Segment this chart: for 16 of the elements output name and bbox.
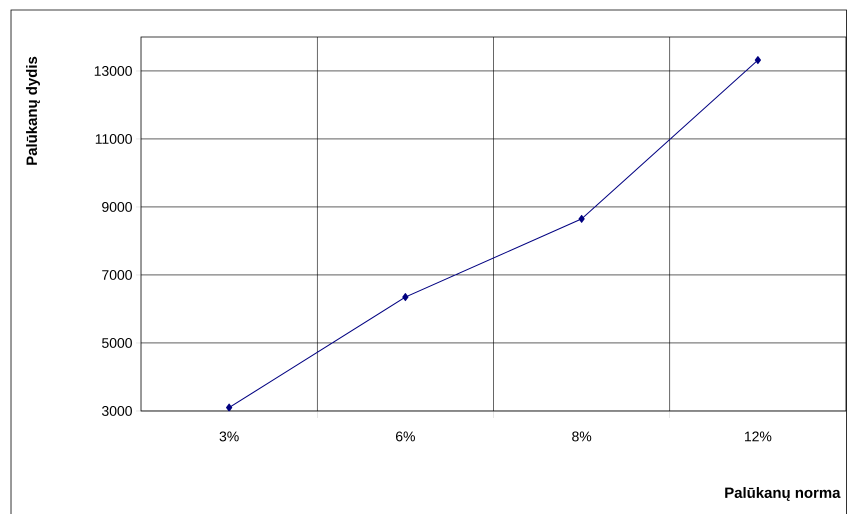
point — [402, 293, 409, 302]
y-tick-label: 11000 — [96, 134, 132, 144]
y-tick-label: 5000 — [102, 338, 132, 348]
point — [754, 56, 762, 64]
x-tick-label: 8% — [572, 431, 592, 442]
y-axis-title: Palūkanų dydis — [26, 56, 40, 165]
y-tick-label: 9000 — [102, 202, 132, 212]
x-axis-title: Palūkanų norma — [725, 487, 841, 501]
point — [226, 404, 232, 412]
x-tick-label: 3% — [220, 431, 239, 442]
y-tick-label: 7000 — [102, 270, 132, 280]
x-tick-label: 6% — [396, 431, 415, 442]
x-tick-label: 12% — [744, 431, 772, 442]
y-tick-label: 13000 — [94, 66, 132, 76]
y-tick-label: 3000 — [102, 406, 132, 416]
point — [578, 214, 585, 223]
